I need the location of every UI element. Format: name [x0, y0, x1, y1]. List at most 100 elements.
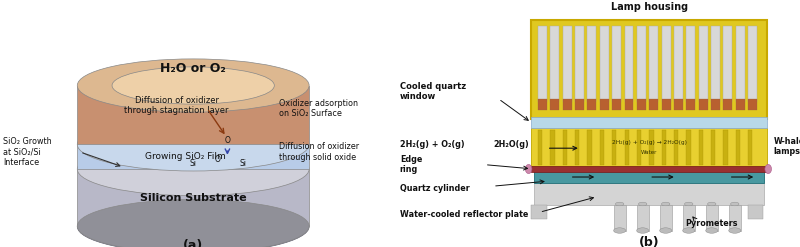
Ellipse shape — [729, 228, 741, 233]
Polygon shape — [686, 130, 690, 165]
Ellipse shape — [730, 202, 739, 206]
Text: Cooled quartz
window: Cooled quartz window — [400, 82, 466, 101]
Polygon shape — [625, 130, 629, 165]
Text: Si: Si — [190, 159, 197, 168]
Polygon shape — [660, 205, 672, 230]
Ellipse shape — [78, 200, 309, 247]
Ellipse shape — [637, 228, 649, 233]
Text: 2H₂(g) + O₂(g): 2H₂(g) + O₂(g) — [400, 140, 465, 149]
Polygon shape — [711, 26, 720, 103]
Polygon shape — [587, 26, 596, 103]
Polygon shape — [550, 99, 559, 110]
Polygon shape — [662, 26, 670, 103]
Text: H₂O or O₂: H₂O or O₂ — [160, 62, 226, 75]
Polygon shape — [674, 99, 683, 110]
Ellipse shape — [112, 67, 274, 104]
Polygon shape — [531, 205, 546, 219]
Polygon shape — [587, 99, 596, 110]
Ellipse shape — [765, 165, 771, 174]
Polygon shape — [625, 26, 634, 103]
Text: Growing SiO₂ Film: Growing SiO₂ Film — [145, 152, 226, 161]
Polygon shape — [534, 182, 764, 205]
Polygon shape — [736, 26, 745, 103]
Text: (b): (b) — [639, 236, 659, 247]
Text: Quartz cylinder: Quartz cylinder — [400, 184, 470, 193]
Text: (a): (a) — [183, 239, 203, 247]
Text: Diffusion of oxidizer
through stagnation layer: Diffusion of oxidizer through stagnation… — [124, 96, 229, 115]
Polygon shape — [575, 26, 584, 103]
Polygon shape — [736, 130, 740, 165]
Polygon shape — [538, 99, 547, 110]
Polygon shape — [650, 99, 658, 110]
Polygon shape — [78, 85, 309, 144]
Polygon shape — [711, 130, 715, 165]
Polygon shape — [748, 99, 757, 110]
Polygon shape — [531, 20, 767, 119]
Polygon shape — [650, 26, 658, 103]
Polygon shape — [550, 26, 559, 103]
Polygon shape — [650, 130, 654, 165]
Polygon shape — [562, 26, 571, 103]
Polygon shape — [600, 26, 609, 103]
Text: O: O — [215, 155, 221, 164]
Ellipse shape — [78, 143, 309, 196]
Polygon shape — [736, 99, 745, 110]
Polygon shape — [637, 205, 649, 230]
Polygon shape — [600, 99, 609, 110]
Ellipse shape — [614, 228, 626, 233]
Polygon shape — [531, 166, 767, 171]
Text: W-halogen
lamps: W-halogen lamps — [774, 137, 800, 156]
Polygon shape — [614, 205, 626, 230]
Text: Si: Si — [239, 159, 246, 168]
Ellipse shape — [78, 200, 309, 247]
Ellipse shape — [615, 202, 624, 206]
Ellipse shape — [706, 228, 718, 233]
Text: 2H₂(g) + O₂(g) → 2H₂O(g): 2H₂(g) + O₂(g) → 2H₂O(g) — [612, 140, 686, 145]
Polygon shape — [78, 169, 309, 226]
Polygon shape — [674, 26, 683, 103]
Polygon shape — [612, 26, 621, 103]
Polygon shape — [662, 99, 670, 110]
Polygon shape — [637, 26, 646, 103]
Ellipse shape — [707, 202, 716, 206]
Polygon shape — [711, 99, 720, 110]
Polygon shape — [78, 144, 309, 169]
Polygon shape — [698, 26, 708, 103]
Polygon shape — [748, 26, 757, 103]
Text: Edge
ring: Edge ring — [400, 155, 422, 174]
Ellipse shape — [662, 202, 670, 206]
Text: Water: Water — [641, 150, 658, 155]
Ellipse shape — [660, 228, 672, 233]
Polygon shape — [674, 130, 678, 165]
Polygon shape — [748, 130, 753, 165]
Polygon shape — [575, 130, 579, 165]
Polygon shape — [686, 99, 695, 110]
Text: Silicon Substrate: Silicon Substrate — [140, 193, 246, 203]
Polygon shape — [637, 99, 646, 110]
Polygon shape — [531, 117, 767, 128]
Polygon shape — [562, 130, 567, 165]
Polygon shape — [729, 205, 741, 230]
Text: Pyrometers: Pyrometers — [685, 219, 738, 228]
Polygon shape — [706, 205, 718, 230]
Text: Water-cooled reflector plate: Water-cooled reflector plate — [400, 209, 528, 219]
Polygon shape — [575, 99, 584, 110]
Polygon shape — [587, 130, 592, 165]
Polygon shape — [612, 99, 621, 110]
Polygon shape — [538, 26, 547, 103]
Text: 2H₂O(g): 2H₂O(g) — [493, 140, 529, 149]
Ellipse shape — [685, 202, 693, 206]
Polygon shape — [686, 26, 695, 103]
Text: Diffusion of oxidizer
through solid oxide: Diffusion of oxidizer through solid oxid… — [278, 142, 359, 162]
Polygon shape — [723, 26, 732, 103]
Text: Oxidizer adsorption
on SiO₂ Surface: Oxidizer adsorption on SiO₂ Surface — [278, 99, 358, 118]
Text: Lamp housing: Lamp housing — [610, 2, 688, 12]
Polygon shape — [538, 130, 542, 165]
Text: SiO₂ Growth
at SiO₂/Si
Interface: SiO₂ Growth at SiO₂/Si Interface — [2, 137, 51, 167]
Polygon shape — [550, 130, 554, 165]
Polygon shape — [698, 99, 708, 110]
Polygon shape — [748, 205, 763, 219]
Polygon shape — [662, 130, 666, 165]
Polygon shape — [612, 130, 617, 165]
Ellipse shape — [682, 228, 694, 233]
